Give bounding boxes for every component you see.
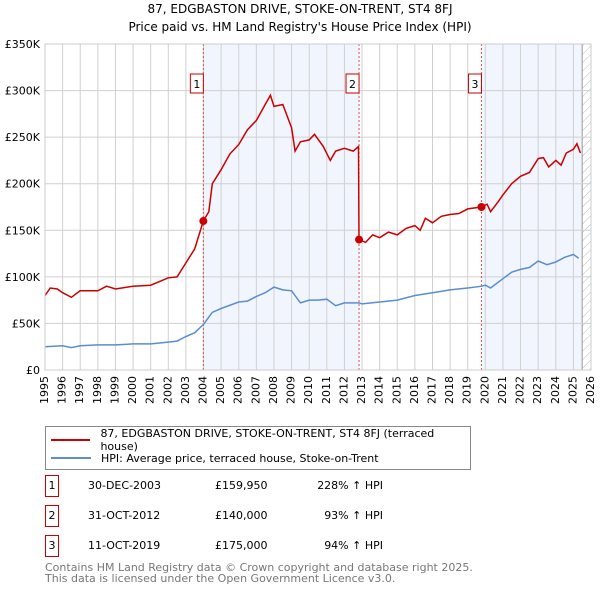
sale-marker-box (189, 73, 204, 94)
y-tick-label: £300K (5, 85, 41, 98)
x-tick-label: 2014 (373, 376, 386, 404)
x-tick-label: 2004 (197, 376, 210, 404)
y-tick-label: £250K (5, 131, 41, 144)
footer-attribution: Contains HM Land Registry data © Crown c… (45, 562, 473, 584)
sale-price: £140,000 (215, 509, 268, 522)
x-tick-label: 2016 (408, 376, 421, 404)
x-tick-label: 2017 (425, 376, 438, 404)
footer-line-2: This data is licensed under the Open Gov… (45, 572, 396, 585)
x-tick-label: 2008 (267, 376, 280, 404)
x-tick-label: 2011 (320, 376, 333, 404)
sale-hpi-change: 94% ↑ HPI (324, 539, 383, 552)
x-tick-label: 2021 (496, 376, 509, 404)
y-tick-label: £50K (12, 317, 41, 330)
x-tick-label: 2019 (461, 376, 474, 404)
sale-marker-badge: 2 (45, 505, 59, 527)
sale-marker-label: 1 (193, 78, 200, 91)
y-tick-label: £0 (26, 364, 40, 377)
legend-label: 87, EDGBASTON DRIVE, STOKE-ON-TRENT, ST4… (100, 427, 435, 453)
x-tick-label: 2024 (549, 376, 562, 404)
x-tick-label: 2000 (126, 376, 139, 404)
x-tick-label: 1998 (91, 376, 104, 404)
legend-swatch-red (51, 439, 91, 441)
chart-title: 87, EDGBASTON DRIVE, STOKE-ON-TRENT, ST4… (148, 2, 453, 16)
sale-hpi-change: 93% ↑ HPI (324, 509, 383, 522)
x-tick-label: 2025 (566, 376, 579, 404)
sale-price: £159,950 (215, 479, 268, 492)
y-tick-label: £350K (5, 38, 41, 51)
x-tick-label: 2020 (478, 376, 491, 404)
x-tick-label: 2007 (249, 376, 262, 404)
legend-item-hpi: HPI: Average price, terraced house, Stok… (51, 450, 379, 466)
x-tick-label: 2022 (514, 376, 527, 404)
sale-price: £175,000 (215, 539, 268, 552)
y-tick-label: £100K (5, 271, 41, 284)
plot-border (44, 43, 592, 371)
sale-date: 11-OCT-2019 (88, 539, 161, 552)
sale-date: 30-DEC-2003 (88, 479, 162, 492)
sale-point (477, 203, 486, 211)
y-tick-label: £150K (5, 224, 41, 237)
x-tick-label: 2003 (179, 376, 192, 404)
hpi-line (44, 253, 580, 349)
x-tick-label: 2012 (337, 376, 350, 404)
x-tick-label: 1999 (108, 376, 121, 404)
x-tick-label: 2010 (302, 376, 315, 404)
sale-date: 31-OCT-2012 (88, 509, 161, 522)
x-tick-label: 2023 (531, 376, 544, 404)
sale-marker-label: 3 (471, 78, 478, 91)
x-tick-label: 2006 (232, 376, 245, 404)
sale-marker-badge: 3 (45, 535, 59, 557)
x-tick-label: 2005 (214, 376, 227, 404)
forecast-hatch (582, 44, 591, 370)
sale-marker-label: 2 (349, 78, 356, 91)
x-tick-label: 1997 (73, 376, 86, 404)
legend-item-property: 87, EDGBASTON DRIVE, STOKE-ON-TRENT, ST4… (51, 427, 470, 453)
x-tick-label: 2001 (144, 376, 157, 404)
x-tick-label: 2002 (161, 376, 174, 404)
chart-subtitle: Price paid vs. HM Land Registry's House … (128, 20, 471, 34)
x-tick-label: 1995 (38, 376, 51, 404)
footer-line-1: Contains HM Land Registry data © Crown c… (45, 561, 473, 574)
x-tick-label: 2018 (443, 376, 456, 404)
property-price-line (44, 93, 582, 299)
legend: 87, EDGBASTON DRIVE, STOKE-ON-TRENT, ST4… (45, 426, 471, 470)
price-chart: 87, EDGBASTON DRIVE, STOKE-ON-TRENT, ST4… (5, 2, 597, 404)
sale-point (355, 235, 364, 244)
legend-label: HPI: Average price, terraced house, Stok… (101, 451, 379, 465)
sale-point (199, 217, 208, 226)
shaded-period (203, 44, 360, 370)
sale-marker-badge: 1 (45, 475, 59, 497)
shaded-period (481, 44, 583, 370)
sale-marker-box (345, 73, 360, 94)
legend-swatch-blue (51, 457, 91, 459)
y-tick-label: £200K (5, 178, 41, 191)
x-tick-label: 2015 (390, 376, 403, 404)
sale-hpi-change: 228% ↑ HPI (317, 479, 383, 492)
sale-marker-box (467, 73, 482, 94)
x-tick-label: 2026 (584, 376, 597, 404)
x-tick-label: 2009 (285, 376, 298, 404)
x-tick-label: 2013 (355, 376, 368, 404)
x-tick-label: 1996 (56, 376, 69, 404)
